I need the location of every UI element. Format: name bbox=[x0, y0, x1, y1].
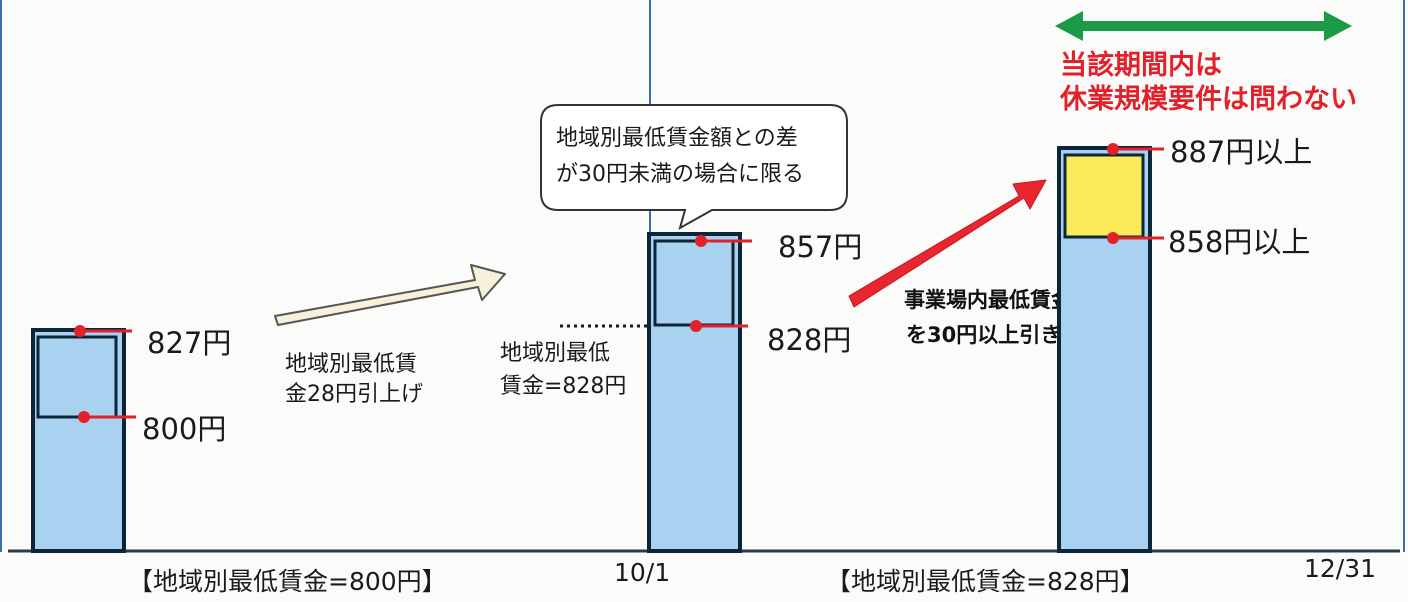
dotted-text-line2: 賃金=828円 bbox=[500, 374, 626, 399]
period-arrow-right-head bbox=[1324, 11, 1352, 41]
bar-3-top-label: 887円以上 bbox=[1170, 135, 1312, 169]
axis-period-2-label: 【地域別最低賃金=828円】 bbox=[826, 567, 1145, 596]
bar-3-bottom-marker-dot bbox=[1107, 232, 1119, 244]
bar-1-bottom-marker-dot bbox=[78, 411, 90, 423]
bar-2-bottom-label: 828円 bbox=[767, 323, 851, 357]
red-arrow bbox=[848, 179, 1047, 308]
bar-2: 857円 828円 bbox=[647, 230, 862, 553]
bar-2-bottom-marker-dot bbox=[690, 320, 702, 332]
bar-1-top-label: 827円 bbox=[147, 326, 231, 360]
bar-3: 887円以上 858円以上 bbox=[1057, 135, 1312, 553]
period-arrow bbox=[1055, 11, 1352, 41]
arrow-1-text-line1: 地域別最低賃 bbox=[285, 352, 417, 377]
period-text-line1: 当該期間内は bbox=[1060, 49, 1222, 81]
callout-text-line1: 地域別最低賃金額との差 bbox=[556, 126, 798, 151]
arrow-1-text-line2: 金28円引上げ bbox=[285, 382, 423, 407]
callout-shape bbox=[540, 104, 848, 231]
bar-3-top-marker-dot bbox=[1107, 143, 1119, 155]
bar-3-highlight-box bbox=[1063, 153, 1145, 239]
period-text-line2: 休業規模要件は問わない bbox=[1059, 84, 1357, 115]
axis-period-1-label: 【地域別最低賃金=800円】 bbox=[128, 567, 447, 596]
bar-2-increment-box bbox=[653, 239, 735, 327]
bar-1-increment-box bbox=[36, 335, 118, 419]
bar-2-top-label: 857円 bbox=[778, 230, 862, 264]
callout-text-line2: が30円未満の場合に限る bbox=[556, 162, 804, 187]
axis-date-mid: 10/1 bbox=[614, 558, 670, 587]
bar-3-bottom-label: 858円以上 bbox=[1168, 225, 1310, 259]
bar-2-top-marker-dot bbox=[695, 235, 707, 247]
bar-1-bottom-label: 800円 bbox=[142, 412, 226, 446]
dotted-text-line1: 地域別最低 bbox=[500, 341, 610, 366]
callout-bubble: 地域別最低賃金額との差 が30円未満の場合に限る bbox=[540, 104, 848, 231]
bar-1-top-marker-dot bbox=[74, 325, 86, 337]
bar-1: 827円 800円 bbox=[31, 325, 231, 553]
beige-arrow bbox=[274, 264, 506, 326]
axis-date-end: 12/31 bbox=[1304, 554, 1376, 583]
period-arrow-left-head bbox=[1055, 11, 1083, 41]
